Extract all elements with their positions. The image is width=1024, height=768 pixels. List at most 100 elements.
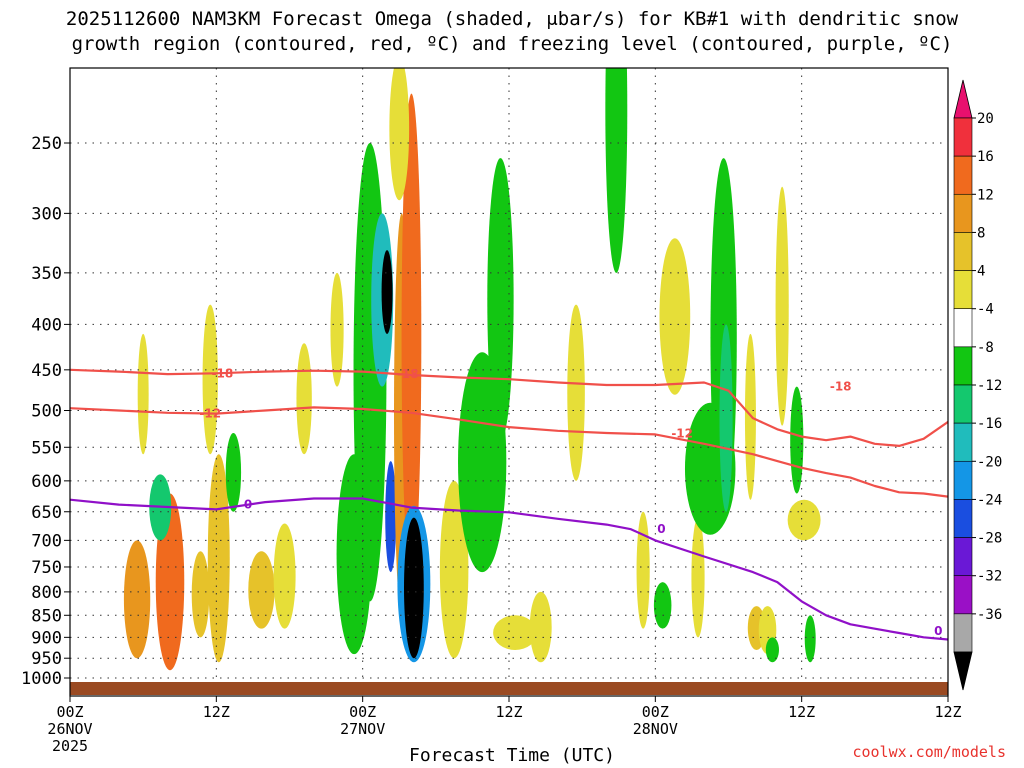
colorbar-label: 4 [977, 264, 985, 280]
y-tick-label: 1000 [21, 669, 62, 689]
omega-cell [765, 637, 779, 663]
omega-cell [296, 343, 312, 455]
omega-cell [225, 432, 242, 512]
colorbar-label: -24 [977, 492, 1002, 508]
colorbar-label: -8 [977, 340, 994, 356]
omega-cell [123, 540, 151, 659]
colorbar-label: 20 [977, 111, 994, 127]
colorbar-swatch [953, 155, 973, 195]
omega-cell [653, 582, 672, 629]
omega-cell [273, 523, 296, 629]
colorbar-swatch [953, 460, 973, 500]
contour-label: -12 [199, 407, 221, 421]
x-tick-label: 12Z [788, 703, 815, 721]
omega-cell [529, 591, 552, 663]
x-tick-date: 28NOV [633, 720, 678, 738]
y-tick-label: 550 [31, 438, 62, 458]
contour-label: -18 [830, 380, 852, 394]
y-tick-label: 900 [31, 628, 62, 648]
omega-cell [191, 551, 210, 638]
x-axis-title: Forecast Time (UTC) [409, 745, 615, 766]
omega-cell [207, 454, 230, 663]
y-tick-label: 650 [31, 503, 62, 523]
colorbar-swatch [953, 308, 973, 348]
omega-cell [605, 68, 628, 273]
x-tick-label: 00Z [349, 703, 376, 721]
colorbar-label: 12 [977, 187, 994, 203]
colorbar-swatch [953, 537, 973, 577]
omega-cell [487, 158, 514, 441]
omega-cell [719, 324, 733, 512]
omega-cell [787, 499, 821, 541]
omega-cell [137, 333, 149, 455]
omega-cell [636, 511, 650, 629]
y-tick-label: 750 [31, 558, 62, 578]
omega-cell [659, 238, 691, 395]
dgz-contour [70, 406, 948, 498]
colorbar-swatch [953, 422, 973, 462]
contour-label: 0 [934, 624, 942, 638]
omega-cell [389, 68, 410, 201]
y-tick-label: 500 [31, 402, 62, 422]
contour-label: -18 [397, 367, 419, 381]
colorbar-max-arrow [953, 79, 973, 119]
colorbar-swatch [953, 346, 973, 386]
colorbar-label: -12 [977, 378, 1002, 394]
colorbar-swatch [953, 499, 973, 538]
colorbar-label: -32 [977, 569, 1002, 585]
y-tick-label: 450 [31, 361, 62, 381]
contour-labels: -18 -12 -18 -18 -12 0 0 0 [199, 366, 942, 638]
y-tick-label: 400 [31, 315, 62, 335]
x-tick-label: 00Z [56, 703, 83, 721]
x-tick-date: 27NOV [340, 720, 385, 738]
omega-cell [381, 250, 393, 334]
y-tick-label: 300 [31, 204, 62, 224]
y-tick-label: 600 [31, 472, 62, 492]
freezing-level-contour [70, 497, 948, 641]
omega-cell [330, 272, 344, 387]
y-axis: 2503003504004505005506006507007508008509… [21, 134, 70, 689]
y-tick-label: 700 [31, 531, 62, 551]
x-tick-date: 26NOV [47, 720, 92, 738]
omega-cell [248, 551, 275, 629]
y-tick-label: 250 [31, 134, 62, 154]
contour-lines [70, 368, 948, 641]
colorbar-label: -28 [977, 531, 1002, 547]
colorbar-label: -4 [977, 302, 994, 318]
x-tick-label: 12Z [934, 703, 961, 721]
omega-cell [567, 304, 585, 481]
contour-label: 0 [244, 498, 252, 512]
dgz-contour [70, 368, 948, 447]
y-tick-label: 850 [31, 606, 62, 626]
x-tick-label: 12Z [495, 703, 522, 721]
contour-label: -12 [671, 427, 693, 441]
omega-cell [401, 93, 422, 583]
colorbar-swatch [953, 117, 973, 157]
colorbar-label: -20 [977, 454, 1002, 470]
colorbar-swatch [953, 613, 973, 653]
y-tick-label: 350 [31, 264, 62, 284]
y-tick-label: 950 [31, 649, 62, 669]
colorbar-swatch [953, 232, 973, 271]
terrain-surface [70, 682, 948, 695]
colorbar-min-arrow [953, 651, 973, 691]
chart-title-line2: growth region (contoured, red, ºC) and f… [71, 33, 953, 55]
contour-label: 0 [657, 522, 665, 536]
chart-title-line1: 2025112600 NAM3KM Forecast Omega (shaded… [65, 8, 959, 30]
omega-cell [385, 461, 397, 573]
omega-cell [439, 480, 469, 659]
omega-cell [804, 615, 816, 663]
colorbar-label: 8 [977, 225, 985, 241]
omega-cell [790, 386, 804, 494]
x-tick-year: 2025 [52, 737, 88, 755]
colorbar-label: 16 [977, 149, 994, 165]
colorbar-swatch [953, 384, 973, 424]
colorbar-swatch [953, 575, 973, 615]
colorbar-label: -36 [977, 607, 1002, 623]
contour-label: -18 [212, 366, 234, 380]
colorbar-swatch [953, 193, 973, 233]
y-tick-label: 800 [31, 583, 62, 603]
source-credit: coolwx.com/models [852, 743, 1006, 761]
